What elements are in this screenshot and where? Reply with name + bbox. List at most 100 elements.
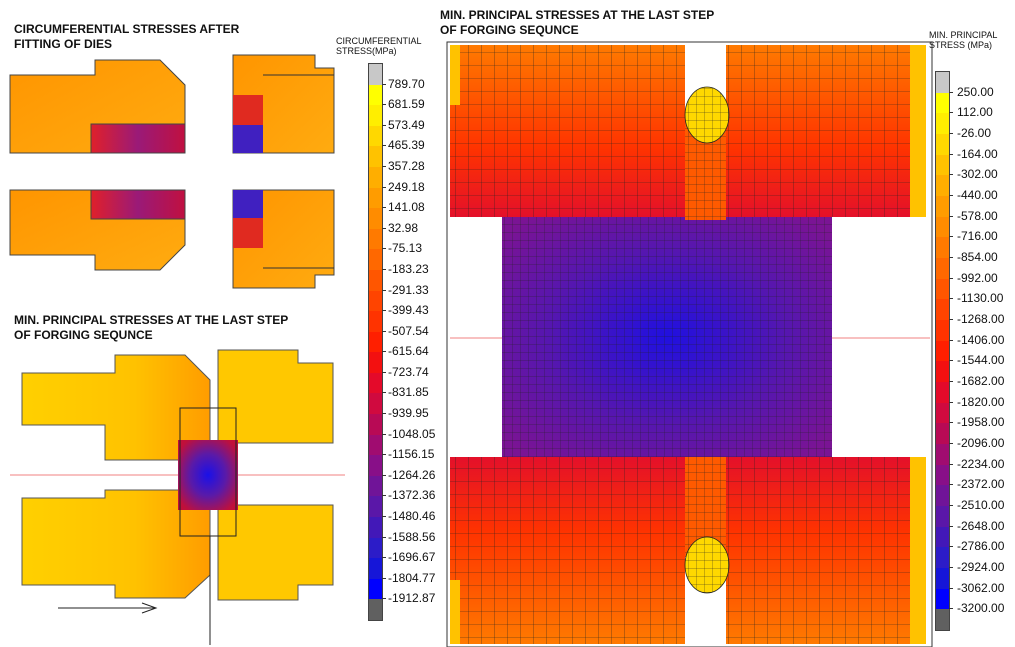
legend-swatch: [936, 444, 949, 466]
legend-label: -723.74: [388, 364, 429, 379]
legend-swatch: [369, 290, 382, 312]
legend-swatch: [936, 568, 949, 590]
legend-label: 250.00: [957, 84, 994, 99]
legend-label: -2096.00: [957, 436, 1005, 450]
legend-swatch: [369, 475, 382, 497]
legend-swatch: [369, 228, 382, 250]
legend-label: -1958.00: [957, 415, 1005, 430]
circ-die-bottom-left: [9, 189, 186, 271]
legend-label: -1480.46: [388, 509, 436, 524]
legend-swatch: [369, 434, 382, 456]
legend-swatch: [936, 547, 949, 569]
legend-label: -2510.00: [957, 498, 1005, 512]
legend-label: -507.54: [388, 323, 429, 338]
legend-swatch: [936, 72, 949, 94]
legend-label: -1912.87: [388, 591, 436, 606]
legend-label: -302.00: [957, 167, 998, 182]
legend-swatch: [936, 258, 949, 280]
legend-swatch: [936, 134, 949, 156]
legend-swatch: [936, 361, 949, 383]
legend-swatch: [369, 64, 382, 86]
legend-swatch: [369, 208, 382, 230]
legend-swatch: [936, 278, 949, 300]
legend-label: -1156.15: [388, 447, 435, 462]
legend-label: 789.70: [388, 76, 425, 91]
legend-swatch: [936, 506, 949, 528]
legend-label: 112.00: [957, 105, 993, 120]
legend-label: -1048.05: [388, 426, 436, 441]
legend-label: 249.18: [388, 179, 425, 194]
minp-assembly-left: [10, 349, 345, 645]
legend-swatch: [369, 311, 382, 333]
legend-label: -2234.00: [957, 456, 1005, 471]
legend-color-bar: [935, 71, 950, 631]
legend-label: -578.00: [957, 208, 998, 223]
legend-label: -1544.00: [957, 353, 1005, 368]
legend-swatch: [936, 340, 949, 362]
legend-label: -164.00: [957, 146, 998, 161]
legend-label: -1130.00: [957, 291, 1004, 306]
legend-label: -1268.00: [957, 312, 1005, 326]
legend-label: -2924.00: [957, 560, 1005, 574]
legend-swatch: [936, 196, 949, 218]
legend-swatch: [369, 84, 382, 106]
legend-label: -716.00: [957, 229, 998, 244]
minp-legend-header: MIN. PRINCIPAL STRESS (MPa): [929, 30, 998, 50]
legend-swatch: [936, 423, 949, 445]
legend-swatch: [369, 496, 382, 518]
legend-label: -1372.36: [388, 488, 436, 503]
legend-label: 357.28: [388, 158, 425, 173]
legend-swatch: [369, 537, 382, 559]
legend-swatch: [936, 402, 949, 424]
circ-legend-header: CIRCUMFERENTIAL STRESS(MPa): [336, 36, 422, 56]
legend-label: -1264.26: [388, 467, 436, 482]
legend-label: -1820.00: [957, 394, 1005, 409]
legend-label: -1406.00: [957, 332, 1005, 347]
legend-swatch: [936, 526, 949, 548]
minp-mesh-right: [446, 41, 933, 647]
legend-label: -939.95: [388, 406, 429, 421]
legend-swatch: [936, 320, 949, 342]
legend-swatch: [369, 578, 382, 600]
legend-label: -3200.00: [957, 601, 1005, 616]
legend-swatch: [369, 599, 382, 621]
min-principal-right-title: MIN. PRINCIPAL STRESSES AT THE LAST STEP…: [440, 8, 715, 37]
legend-label: -26.00: [957, 126, 992, 140]
legend-label: -1696.67: [388, 550, 436, 565]
legend-swatch: [936, 216, 949, 238]
legend-swatch: [936, 92, 949, 114]
circumferential-stress-title: CIRCUMFERENTIAL STRESSES AFTER FITTING O…: [14, 22, 240, 51]
legend-label: 681.59: [388, 97, 425, 112]
circ-die-bottom-right: [232, 189, 335, 289]
legend-label: 573.49: [388, 117, 425, 132]
legend-swatch: [936, 382, 949, 404]
legend-swatch: [936, 299, 949, 321]
legend-swatch: [369, 517, 382, 539]
legend-swatch: [369, 187, 382, 209]
min-principal-left-title: MIN. PRINCIPAL STRESSES AT THE LAST STEP…: [14, 313, 289, 342]
legend-swatch: [936, 464, 949, 486]
circ-die-top-right: [232, 54, 335, 154]
legend-label: -2372.00: [957, 477, 1005, 492]
legend-swatch: [936, 237, 949, 259]
legend-label: -615.64: [388, 344, 429, 359]
legend-swatch: [369, 414, 382, 436]
legend-swatch: [369, 455, 382, 477]
legend-swatch: [936, 588, 949, 610]
legend-label: -1804.77: [388, 570, 436, 585]
legend-label: -75.13: [388, 241, 423, 256]
legend-label: -831.85: [388, 385, 429, 400]
legend-label: -992.00: [957, 270, 998, 285]
legend-label: 141.08: [388, 200, 425, 215]
legend-swatch: [936, 485, 949, 507]
legend-swatch: [369, 393, 382, 415]
legend-swatch: [369, 558, 382, 580]
legend-swatch: [369, 249, 382, 271]
legend-color-bar: [368, 63, 383, 621]
legend-swatch: [369, 105, 382, 127]
legend-swatch: [369, 352, 382, 374]
legend-label: -2648.00: [957, 518, 1005, 533]
legend-label: -183.23: [388, 261, 429, 276]
legend-label: -291.33: [388, 282, 429, 297]
legend-swatch: [369, 125, 382, 147]
